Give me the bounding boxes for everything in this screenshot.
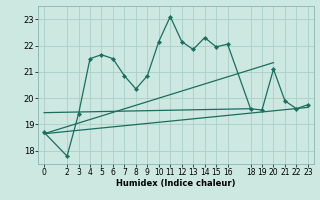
X-axis label: Humidex (Indice chaleur): Humidex (Indice chaleur)	[116, 179, 236, 188]
